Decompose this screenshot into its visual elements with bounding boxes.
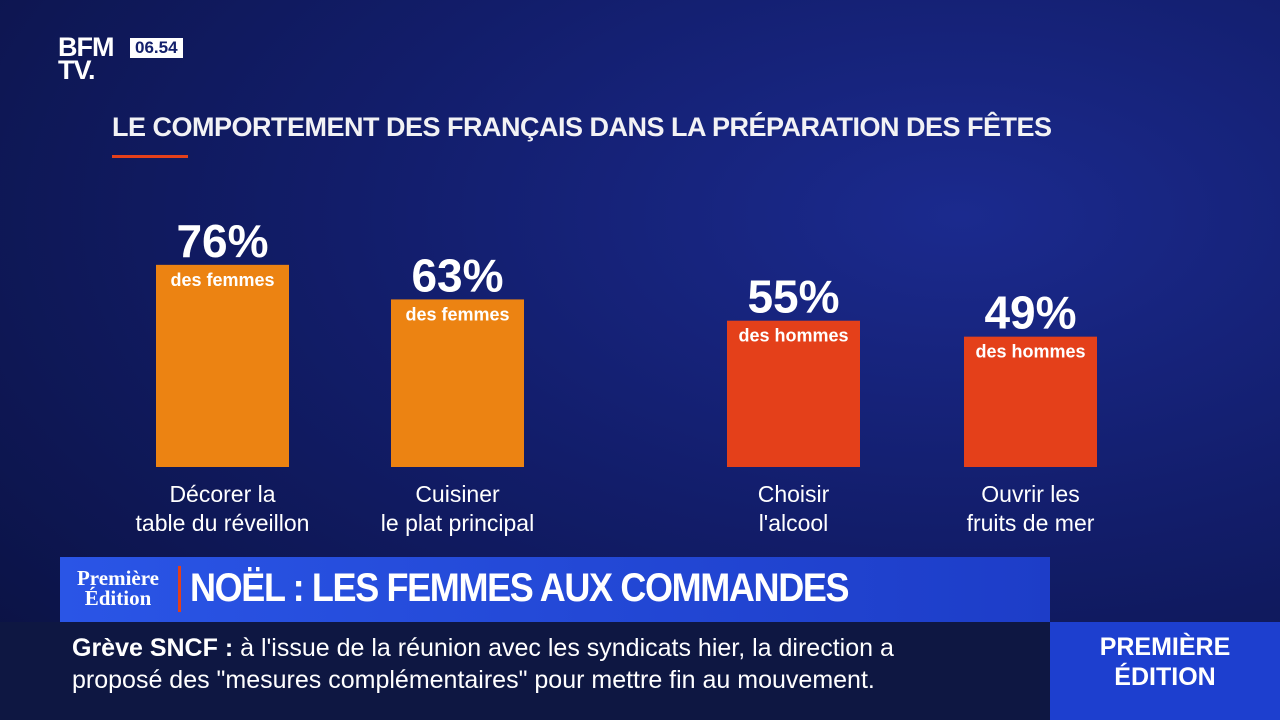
ticker-line: Grève SNCF : à l'issue de la réunion ave… (72, 632, 894, 664)
ticker-text: Grève SNCF : à l'issue de la réunion ave… (72, 632, 894, 696)
value-label: 49% (984, 287, 1076, 339)
show-logo: Première Édition (76, 566, 159, 610)
category-label: Ouvrir les fruits de mer (966, 481, 1095, 536)
chart-title: LE COMPORTEMENT DES FRANÇAIS DANS LA PRÉ… (112, 112, 1052, 142)
ticker-label: Grève SNCF : (72, 634, 234, 662)
ticker-line: proposé des "mesures complémentaires" po… (72, 666, 875, 694)
value-label: 63% (411, 249, 503, 301)
bar-note: des hommes (975, 342, 1085, 362)
bar-note: des hommes (738, 326, 848, 346)
bar-note: des femmes (170, 270, 274, 290)
channel-logo: BFM TV. (58, 32, 114, 85)
ticker-line-text: à l'issue de la réunion avec les syndica… (240, 634, 894, 662)
chart: 76% des femmes 63% des femmes 55% des hommes 4… (156, 215, 1097, 467)
separator (178, 566, 181, 612)
show-badge: PREMIÈRE ÉDITION (1050, 622, 1280, 720)
bar-note: des femmes (405, 304, 509, 324)
title-underline (112, 155, 188, 158)
category-label: Cuisiner le plat principal (380, 481, 535, 536)
value-label: 55% (747, 271, 839, 323)
clock: 06.54 (130, 38, 183, 58)
bar (727, 320, 860, 467)
category-label: Décorer la table du réveillon (135, 481, 310, 536)
category-label: Choisir l'alcool (757, 481, 830, 536)
bar (156, 264, 289, 467)
bar (964, 336, 1097, 467)
headline: NOËL : LES FEMMES AUX COMMANDES (190, 566, 850, 610)
bar (391, 299, 524, 467)
headline-banner (60, 557, 1050, 622)
value-label: 76% (176, 215, 268, 267)
ticker (0, 622, 1050, 720)
